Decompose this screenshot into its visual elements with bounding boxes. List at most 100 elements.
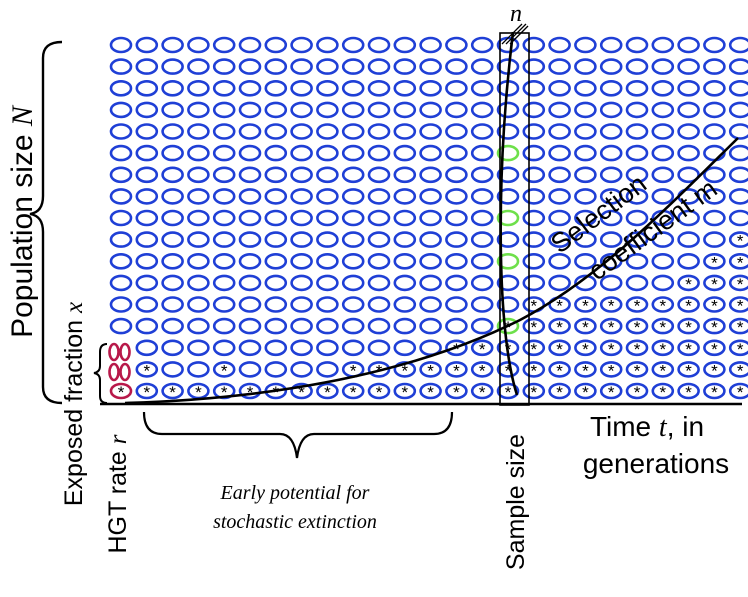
bacterial-cell — [728, 166, 748, 184]
bacterial-cell — [522, 274, 546, 292]
population-size-brace — [29, 40, 63, 405]
bacterial-cell — [135, 80, 159, 97]
bacterial-cell — [212, 252, 236, 270]
bacterial-cell — [703, 339, 726, 357]
bacterial-cell — [187, 274, 210, 292]
bacterial-cell — [187, 317, 210, 335]
transformed-marker: * — [479, 361, 486, 380]
bacterial-cell — [264, 296, 288, 313]
bacterial-cell — [290, 361, 313, 378]
bacterial-cell — [393, 252, 417, 270]
bacterial-cell — [238, 166, 262, 184]
bacterial-cell — [677, 296, 700, 313]
bacterial-cell — [187, 144, 210, 162]
bacterial-cell — [109, 252, 133, 270]
bacterial-cell — [341, 317, 365, 335]
bacterial-cell — [625, 123, 649, 140]
bacterial-cell — [445, 317, 468, 335]
transformed-marker: * — [711, 297, 718, 316]
bacterial-cell — [161, 252, 184, 270]
bacterial-cell — [651, 36, 675, 54]
bacterial-cell — [135, 252, 159, 270]
bacterial-cell — [703, 188, 726, 205]
bacterial-cell — [316, 231, 339, 248]
bacterial-cell — [728, 80, 748, 97]
bacterial-cell — [703, 382, 726, 400]
transformed-marker: * — [737, 275, 744, 294]
bacterial-cell — [238, 80, 262, 97]
bacterial-cell — [728, 274, 748, 292]
bacterial-cell — [677, 36, 700, 54]
bacterial-cell — [393, 101, 417, 119]
bacterial-cell — [470, 274, 494, 292]
bacterial-cell — [548, 231, 571, 248]
bacterial-cell — [651, 274, 675, 292]
bacterial-cell — [548, 209, 571, 227]
bacterial-cell — [496, 123, 520, 140]
bacterial-cell — [161, 58, 184, 75]
bacterial-cell — [212, 58, 236, 75]
bacterial-cell — [548, 361, 571, 378]
transformed-marker: * — [582, 318, 589, 337]
bacterial-cell — [161, 80, 184, 97]
bacterial-cell — [367, 209, 391, 227]
bacterial-cell — [677, 166, 700, 184]
bacterial-cell — [651, 339, 675, 357]
transformed-marker: * — [530, 340, 537, 359]
bacterial-cell — [599, 144, 623, 162]
bacterial-cell — [522, 36, 546, 54]
bacterial-cell — [574, 123, 597, 140]
bacterial-cell — [599, 58, 623, 75]
bacterial-cell — [522, 123, 546, 140]
bacterial-cell — [625, 58, 649, 75]
bacterial-cell — [316, 166, 339, 184]
bacterial-cell — [574, 252, 597, 270]
bacterial-cell — [341, 382, 365, 400]
transformed-marker: * — [427, 383, 434, 402]
transformed-marker: * — [401, 361, 408, 380]
transformed-marker: * — [711, 318, 718, 337]
bacterial-cell — [574, 166, 597, 184]
bacterial-cell — [135, 188, 159, 205]
bacterial-cell — [548, 58, 571, 75]
bacterial-cell — [470, 252, 494, 270]
bacterial-cell — [212, 296, 236, 313]
bacterial-cell — [238, 296, 262, 313]
bacterial-cell — [290, 80, 313, 97]
bacterial-cell — [445, 58, 468, 75]
cell-grid: * * * * * * * * * * * * * * * * * * * * * * * * * * * * * * * * * * * * * * * *… — [109, 36, 748, 402]
time-axis-label-line2: generations — [583, 448, 729, 479]
bacterial-cell — [470, 36, 494, 54]
bacterial-cell — [677, 231, 700, 248]
sampled-cell — [496, 144, 520, 162]
transformed-marker: * — [737, 340, 744, 359]
bacterial-cell — [651, 382, 675, 400]
bacterial-cell — [264, 361, 288, 378]
bacterial-cell — [599, 166, 623, 184]
bacterial-cell — [419, 58, 442, 75]
bacterial-cell — [574, 58, 597, 75]
bacterial-cell — [522, 166, 546, 184]
bacterial-cell — [341, 36, 365, 54]
bacterial-cell — [238, 123, 262, 140]
bacterial-cell — [212, 209, 236, 227]
bacterial-cell — [445, 166, 468, 184]
transformed-marker: * — [350, 383, 357, 402]
bacterial-cell — [212, 361, 236, 378]
bacterial-cell — [135, 101, 159, 119]
bacterial-cell — [161, 166, 184, 184]
bacterial-cell — [135, 317, 159, 335]
bacterial-cell — [187, 80, 210, 97]
bacterial-cell — [548, 36, 571, 54]
bacterial-cell — [496, 231, 520, 248]
transformed-marker: * — [685, 361, 692, 380]
transformed-marker: * — [221, 383, 228, 402]
bacterial-cell — [316, 58, 339, 75]
bacterial-cell — [522, 209, 546, 227]
bacterial-cell — [496, 166, 520, 184]
transformed-marker: * — [608, 318, 615, 337]
transformed-marker: * — [685, 383, 692, 402]
bacterial-cell — [522, 231, 546, 248]
bacterial-cell — [341, 80, 365, 97]
sampled-cell — [496, 252, 520, 270]
